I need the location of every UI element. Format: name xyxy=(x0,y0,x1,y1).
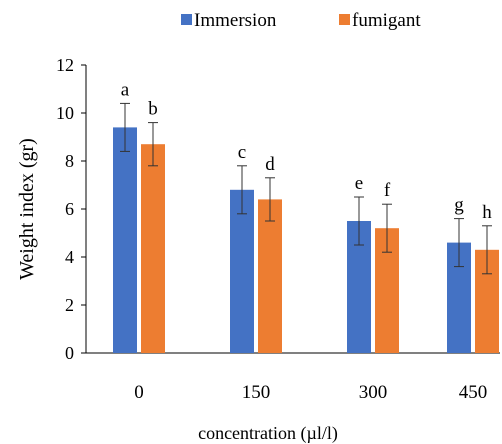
x-tick-label: 150 xyxy=(242,382,271,403)
significance-letter: g xyxy=(454,195,464,216)
significance-letter: e xyxy=(355,173,363,194)
bar-fumigant-150 xyxy=(258,199,282,353)
y-tick-label: 4 xyxy=(65,247,74,267)
significance-letter: a xyxy=(121,79,130,100)
significance-letter: b xyxy=(148,99,158,120)
y-tick-label: 8 xyxy=(65,151,74,171)
bar-immersion-150 xyxy=(230,189,254,353)
y-tick-label: 12 xyxy=(56,55,74,75)
x-tick-label: 450 xyxy=(459,382,488,403)
y-axis-title: Weight index (gr) xyxy=(16,138,38,280)
significance-letter: f xyxy=(384,180,391,201)
y-tick-label: 10 xyxy=(56,103,74,123)
y-tick-label: 0 xyxy=(65,343,74,363)
significance-letter: d xyxy=(265,154,275,175)
bars xyxy=(113,102,499,354)
legend-swatch-immersion xyxy=(181,14,192,25)
x-axis-title: concentration (µl/l) xyxy=(198,423,338,444)
x-tick-label: 300 xyxy=(359,382,388,403)
legend-label-immersion: Immersion xyxy=(194,10,277,31)
y-tick-label: 6 xyxy=(65,199,74,219)
legend: Immersion fumigant xyxy=(181,10,421,31)
x-tick-label: 0 xyxy=(134,382,144,403)
bar-fumigant-0 xyxy=(141,144,165,353)
legend-swatch-fumigant xyxy=(339,14,350,25)
bar-immersion-0 xyxy=(113,127,137,354)
significance-letter: h xyxy=(482,202,492,223)
significance-letter: c xyxy=(238,142,246,163)
axes: 0 2 4 6 8 10 12 0 150 300 450 concentration (µl/l) W… xyxy=(16,55,500,444)
legend-label-fumigant: fumigant xyxy=(352,10,421,31)
labels: a c e g b d f h xyxy=(121,79,492,222)
y-tick-label: 2 xyxy=(65,295,74,315)
